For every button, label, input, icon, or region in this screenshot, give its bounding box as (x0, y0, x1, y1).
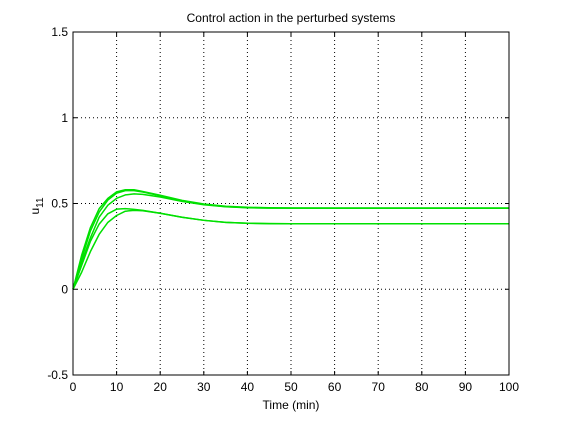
y-axis-title-base: u (28, 208, 42, 215)
y-tick-label: 0 (61, 282, 68, 296)
ticks: 0 10 20 30 40 50 60 70 80 90 100-0.500.511.5 (47, 25, 519, 394)
series-line (72, 193, 509, 290)
y-tick-label: -0.5 (47, 368, 68, 382)
series-line (72, 209, 509, 290)
x-axis-title: Time (min) (263, 398, 320, 412)
y-axis-title: u11 (28, 197, 46, 215)
x-tick-label: 60 (328, 380, 342, 394)
y-axis-title-subscript: 11 (35, 197, 46, 208)
x-tick-label: 20 (154, 380, 168, 394)
x-tick-label: 90 (459, 380, 473, 394)
x-tick-label: 80 (415, 380, 429, 394)
x-tick-label: 10 (110, 380, 124, 394)
chart-title: Control action in the perturbed systems (187, 11, 396, 25)
y-tick-label: 0.5 (51, 197, 68, 211)
x-tick-label: 30 (197, 380, 211, 394)
x-tick-label: 70 (372, 380, 386, 394)
x-tick-label: 0 (70, 380, 77, 394)
x-tick-label: 50 (284, 380, 298, 394)
plot-area (73, 32, 509, 375)
series-group (72, 189, 509, 290)
y-tick-label: 1 (61, 111, 68, 125)
grid (73, 32, 509, 375)
x-tick-label: 40 (241, 380, 255, 394)
y-tick-label: 1.5 (51, 25, 68, 39)
x-tick-label: 100 (499, 380, 519, 394)
